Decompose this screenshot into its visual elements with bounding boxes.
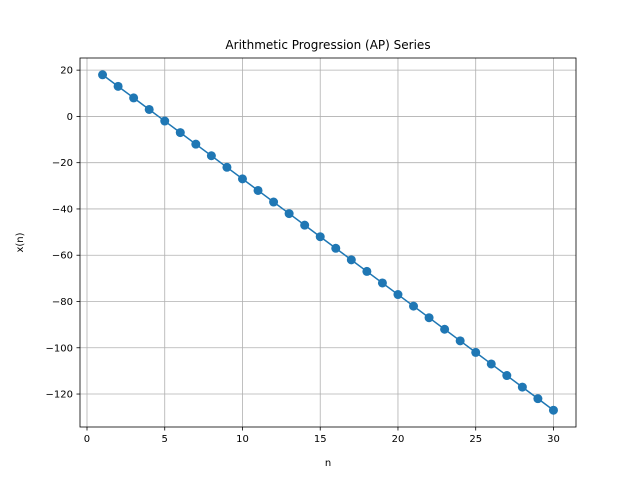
tick-layer: 0 5 10 15 20 25 30 20 0 −20 −40 −60 −80 −100 −120 [46,66,560,445]
y-axis-label: x(n) [15,232,26,252]
x-tick-label: 20 [392,434,405,445]
data-point [517,382,527,392]
data-point [144,104,154,114]
data-point [502,371,512,381]
y-tick-label: 20 [60,66,73,77]
data-point [300,220,310,230]
x-tick-label: 0 [84,434,90,445]
plot-frame [79,57,577,428]
y-tick-label: −60 [52,251,73,262]
data-point [222,162,232,172]
data-point [440,324,450,334]
x-tick-label: 10 [236,434,249,445]
y-tick-label: −40 [52,204,73,215]
data-point [206,151,216,161]
data-point [331,243,341,253]
data-point [409,301,419,311]
y-tick-label: −20 [52,158,73,169]
y-tick-label: −100 [46,343,73,354]
data-point [377,278,387,288]
data-point [98,70,108,80]
x-tick-label: 15 [314,434,327,445]
data-point [237,174,247,184]
data-point [113,81,123,91]
data-point [362,266,372,276]
x-tick-label: 5 [162,434,168,445]
y-tick-label: −80 [52,297,73,308]
y-tick-label: 0 [67,112,73,123]
data-point [284,209,294,219]
data-point [175,128,185,138]
data-point [486,359,496,369]
data-point [548,405,558,415]
data-point [315,232,325,242]
x-axis-label: n [325,458,331,469]
data-point [129,93,139,103]
data-point [160,116,170,126]
data-point [253,185,263,195]
data-point [346,255,356,265]
chart-title: Arithmetic Progression (AP) Series [225,38,430,52]
y-tick-label: −120 [46,390,73,401]
data-point [471,347,481,357]
data-point [191,139,201,149]
data-point [424,313,434,323]
data-point [269,197,279,207]
series-layer [98,70,558,415]
data-point [455,336,465,346]
grid-layer [80,58,576,427]
data-point [393,290,403,300]
x-tick-label: 25 [469,434,482,445]
data-point [533,394,543,404]
x-tick-label: 30 [547,434,560,445]
